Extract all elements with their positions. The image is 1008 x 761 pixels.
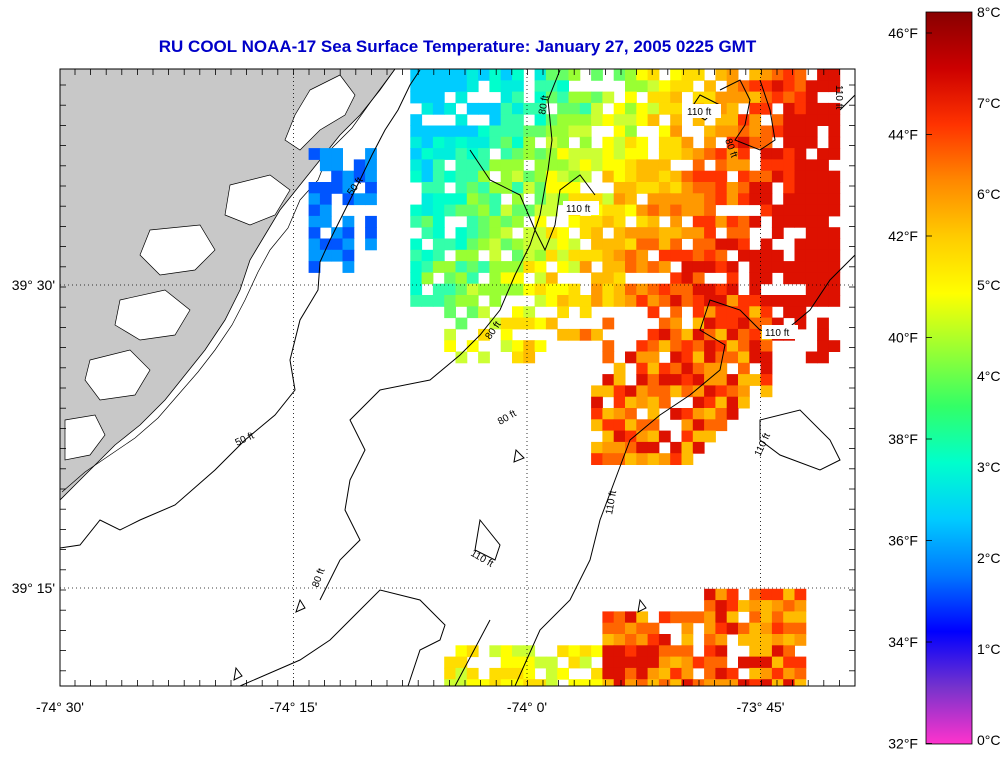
colorbar-f-label: 42°F [888,228,918,244]
contour-label-110-b: 110 ft [566,204,590,215]
longitude-label: -74° 15' [270,699,318,715]
colorbar-fahrenheit-labels: 46°F 44°F 42°F 40°F 38°F 36°F 34°F 32°F [888,25,932,752]
contour-misc [233,79,776,681]
colorbar-celsius-labels: 8°C 7°C 6°C 5°C 4°C 3°C 2°C 1°C 0°C [977,4,1001,748]
colorbar-c-label: 3°C [977,459,1001,475]
colorbar [925,11,973,745]
colorbar-f-label: 34°F [888,634,918,650]
contour-80ft [239,69,561,686]
longitude-labels: -74° 30' -74° 15' -74° 0' -73° 45' [36,699,784,715]
longitude-label: -73° 45' [737,699,785,715]
colorbar-c-label: 7°C [977,95,1001,111]
land-mass [60,69,396,501]
longitude-label: -74° 30' [36,699,84,715]
contour-label-110-g: 110 ft [833,85,844,109]
contour-label-80-a: 80 ft [537,94,551,115]
contour-label-110-c: 110 ft [765,328,789,339]
map-title: RU COOL NOAA-17 Sea Surface Temperature:… [158,37,757,56]
colorbar-f-label: 46°F [888,25,918,41]
colorbar-c-label: 4°C [977,368,1001,384]
latitude-labels: 39° 30' 39° 15' [12,277,55,596]
colorbar-f-label: 40°F [888,330,918,346]
longitude-label: -74° 0' [507,699,547,715]
depth-contours [60,69,855,686]
plot-border [59,68,856,687]
edge-ticks [60,69,855,686]
colorbar-c-label: 2°C [977,550,1001,566]
colorbar-c-label: 5°C [977,277,1001,293]
contour-label-110-a: 110 ft [687,107,711,118]
graticule [60,69,855,686]
contour-110ft [454,94,855,686]
bay-water [64,74,356,461]
colorbar-f-label: 32°F [888,736,918,752]
colorbar-c-label: 8°C [977,4,1001,20]
colorbar-f-label: 44°F [888,127,918,143]
colorbar-f-label: 38°F [888,431,918,447]
latitude-label: 39° 15' [12,580,55,596]
colorbar-f-label: 36°F [888,533,918,549]
colorbar-c-label: 6°C [977,186,1001,202]
contour-label-110-d: 110 ft [604,489,619,515]
colorbar-c-label: 0°C [977,732,1001,748]
latitude-label: 39° 30' [12,277,55,293]
sst-pixel-field [308,69,841,686]
colorbar-c-label: 1°C [977,641,1001,657]
contour-50ft [60,69,421,549]
